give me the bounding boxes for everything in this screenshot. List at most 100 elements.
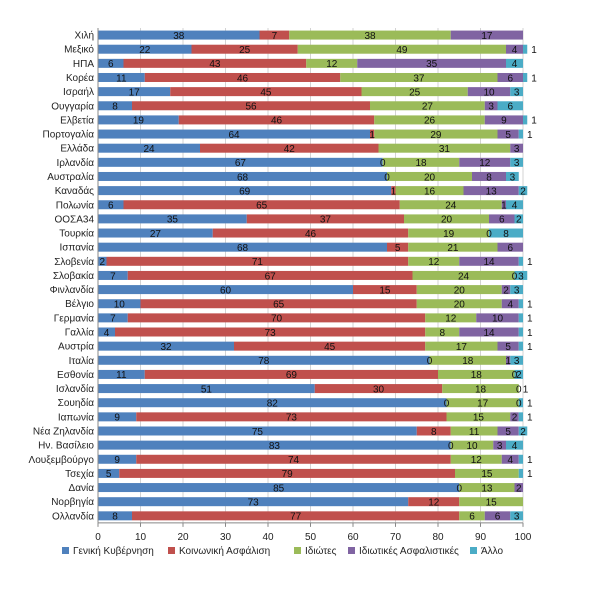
data-label: 32: [160, 342, 172, 353]
bar-segment: [484, 101, 498, 111]
data-label: 25: [239, 45, 251, 56]
data-label: 45: [324, 342, 336, 353]
data-label: 8: [486, 172, 492, 183]
data-label: 67: [265, 271, 277, 282]
bar-segment: [123, 200, 400, 210]
bar-segment: [98, 468, 120, 478]
data-label: 18: [471, 370, 483, 381]
legend-label: Κοινωνική Ασφάλιση: [179, 545, 270, 557]
bar-segment: [98, 398, 447, 408]
category-label: Λουξεμβούργο: [29, 454, 95, 466]
legend-label: Ιδιωτικές Ασφαλιστικές: [359, 545, 459, 557]
bar-segment: [459, 256, 519, 266]
data-label: 1: [527, 328, 533, 339]
category-label: Γαλλία: [65, 327, 95, 339]
bar-segment: [370, 101, 485, 111]
data-label: 9: [114, 413, 120, 424]
legend-swatch: [470, 547, 477, 554]
data-label: 85: [273, 483, 285, 494]
data-label: 1: [527, 257, 533, 268]
bar-segment: [506, 355, 511, 365]
data-label: 0: [427, 356, 433, 367]
data-label: 0: [380, 158, 386, 169]
data-label: 10: [114, 300, 126, 311]
data-label: 4: [512, 201, 518, 212]
data-label: 13: [486, 186, 498, 197]
data-label: 0: [448, 441, 454, 452]
category-label: Ουγγαρία: [51, 100, 94, 112]
data-label: 74: [288, 455, 300, 466]
bar-segment: [404, 214, 489, 224]
legend-swatch: [62, 547, 69, 554]
data-label: 7: [110, 314, 116, 325]
category-label: ΗΠΑ: [73, 59, 94, 70]
data-label: 1: [527, 399, 533, 410]
data-label: 3: [497, 441, 503, 452]
bar-segment: [132, 101, 370, 111]
data-label: 68: [237, 172, 249, 183]
bar-segment: [510, 285, 523, 295]
bar-segment: [416, 285, 502, 295]
data-label: 26: [424, 116, 436, 127]
category-label: Αυστραλία: [47, 171, 94, 183]
bar-segment: [395, 186, 464, 196]
bar-segment: [246, 214, 404, 224]
data-label: 0: [486, 229, 492, 240]
bar-segment: [518, 299, 523, 309]
bar-segment: [98, 30, 260, 40]
bar-segment: [378, 143, 511, 153]
data-label: 5: [106, 469, 112, 480]
bar-segment: [501, 454, 519, 464]
data-label: 24: [458, 271, 470, 282]
data-label: 1: [527, 300, 533, 311]
data-label: 1: [527, 130, 533, 141]
bar-segment: [446, 412, 511, 422]
bar-segment: [497, 426, 519, 436]
bar-segment: [98, 72, 145, 82]
data-label: 13: [481, 483, 493, 494]
data-label: 1: [391, 186, 397, 197]
bar-segment: [472, 171, 506, 181]
data-label: 2: [99, 257, 105, 268]
bar-segment: [425, 313, 477, 323]
bar-segment: [98, 483, 460, 493]
bar-segment: [416, 426, 451, 436]
data-label: 4: [512, 59, 518, 70]
data-label: 18: [415, 158, 427, 169]
bar-segment: [518, 256, 523, 266]
data-label: 5: [505, 427, 511, 438]
x-tick-label: 20: [177, 532, 189, 543]
data-label: 73: [265, 328, 277, 339]
bar-segment: [450, 426, 498, 436]
data-label: 73: [248, 497, 260, 508]
data-label: 1: [531, 45, 537, 56]
bar-segment: [510, 511, 523, 521]
data-label: 19: [443, 229, 455, 240]
data-label: 3: [514, 512, 520, 523]
bar-layer: [98, 30, 528, 521]
data-label: 6: [507, 73, 513, 84]
bar-segment: [98, 228, 213, 238]
bar-segment: [306, 58, 358, 68]
data-label: 1: [531, 116, 537, 127]
data-label: 5: [395, 243, 401, 254]
data-label: 4: [104, 328, 110, 339]
data-label: 2: [516, 215, 522, 226]
bar-segment: [408, 256, 460, 266]
bar-segment: [98, 44, 192, 54]
bar-segment: [382, 157, 460, 167]
data-label: 29: [430, 130, 442, 141]
category-label: Νέα Ζηλανδία: [33, 425, 94, 437]
data-label: 2: [520, 186, 526, 197]
x-tick-label: 70: [390, 532, 402, 543]
data-label: 1: [527, 413, 533, 424]
bar-segment: [510, 412, 519, 422]
data-label: 17: [129, 87, 141, 98]
bar-segment: [514, 483, 523, 493]
data-label: 18: [475, 384, 487, 395]
data-label: 1: [505, 356, 511, 367]
bar-segment: [450, 454, 502, 464]
data-label: 0: [516, 384, 522, 395]
data-label: 10: [483, 87, 495, 98]
bar-segment: [127, 313, 426, 323]
